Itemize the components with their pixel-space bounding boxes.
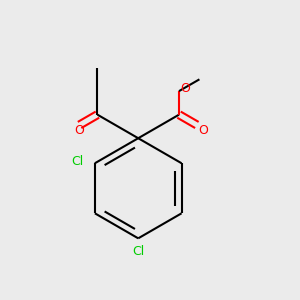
Text: Cl: Cl [72,155,84,168]
Text: Cl: Cl [132,245,144,258]
Text: O: O [75,124,85,137]
Text: O: O [198,124,208,137]
Text: O: O [180,82,190,95]
